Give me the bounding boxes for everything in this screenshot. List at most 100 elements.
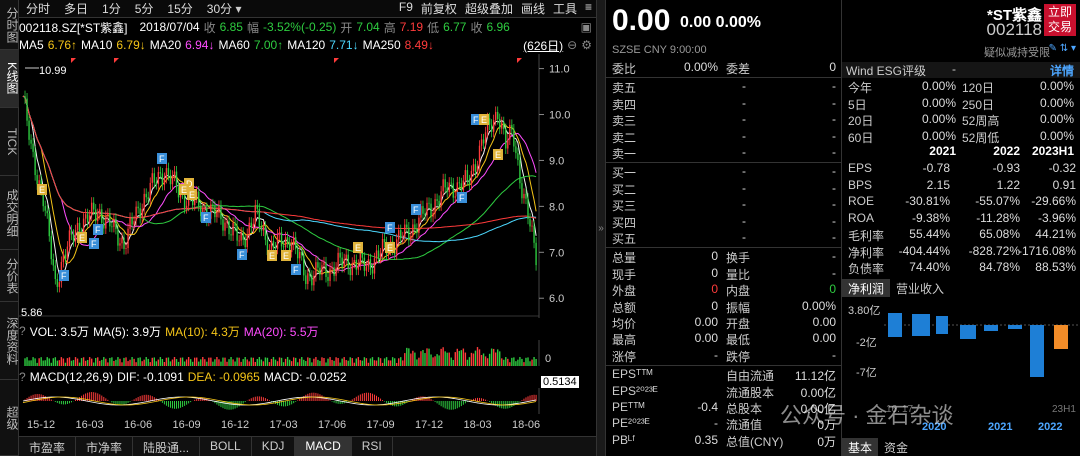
volume-bar [327,358,329,366]
volume-chart[interactable]: 0 [19,340,596,366]
event-marker[interactable] [493,149,503,160]
candle-body [478,145,481,167]
period-5min[interactable]: 5分 [134,2,154,16]
stat-row: 涨停 - 跌停 - [612,347,836,364]
event-marker[interactable] [201,212,211,223]
candle-body [351,262,353,276]
event-marker[interactable] [267,250,277,261]
tab-pe[interactable]: 市盈率 [19,437,77,456]
tab-connect[interactable]: 陆股通... [133,437,201,456]
event-marker[interactable] [187,189,197,200]
candle-body [535,242,537,266]
bid-row[interactable]: 买一 - - [612,164,836,181]
bid-row[interactable]: 买三 - - [612,197,836,214]
collapse-handle[interactable]: » [596,0,606,456]
event-marker[interactable] [291,264,301,275]
ma250-value: 8.49↓ [404,38,434,52]
tab-boll[interactable]: BOLL [200,437,252,456]
event-marker[interactable] [59,270,69,281]
ask-row[interactable]: 卖二 - - [612,128,836,145]
candlestick-chart[interactable]: 11.010.09.08.07.06.0 10.99 5.86 EFEFFFDE… [19,54,596,318]
ask-row[interactable]: 卖四 - - [612,95,836,112]
tab-intraday[interactable]: 分时图 [0,0,19,50]
candle-body [30,139,32,144]
volume-bar [400,357,402,366]
macd-chart[interactable] [19,388,596,414]
settings-icon[interactable]: ⚙ [581,38,592,52]
volume-bar [484,356,487,366]
tab-capital[interactable]: 资金 [884,441,909,455]
event-marker[interactable] [237,249,247,260]
tab-super[interactable]: 超级 [0,380,19,456]
tab-trade-detail[interactable]: 成交明细 [0,176,19,250]
candle-body [264,226,267,240]
tab-depth-data[interactable]: 深度资料 [0,302,19,380]
candle-body [56,278,59,287]
event-marker[interactable] [93,224,103,235]
draw-button[interactable]: 画线 [520,2,545,16]
volume-bar [153,357,155,366]
adjust-button[interactable]: 前复权 [420,2,457,16]
candle-body [476,166,479,172]
event-marker[interactable] [37,184,47,195]
minus-icon[interactable]: ⊖ [567,38,578,52]
macd-help-icon[interactable]: ? [19,370,26,384]
candle-body [66,246,69,259]
toggle-icon[interactable]: ▣ [580,20,592,34]
event-marker[interactable] [471,114,481,125]
tab-net-profit[interactable]: 净利润 [842,279,891,297]
tab-kline[interactable]: K线图 [0,50,19,108]
volume-bar [462,348,465,366]
tab-price-table[interactable]: 分价表 [0,250,19,302]
min-price-label: 5.86 [21,307,42,318]
volume-bar [93,362,95,366]
menu-icon[interactable]: ≡ [584,0,592,14]
vol-help-icon[interactable]: ? [19,324,26,338]
tab-kdj[interactable]: KDJ [252,437,296,456]
event-marker[interactable] [77,232,87,243]
candle-body [454,196,456,198]
candle-body [62,254,65,262]
tab-pb[interactable]: 市净率 [76,437,134,456]
ask-row[interactable]: 卖三 - - [612,112,836,129]
volume-bar [309,357,311,366]
bid-row[interactable]: 买四 - - [612,213,836,230]
event-marker[interactable] [184,178,194,189]
event-marker[interactable] [157,153,167,164]
tab-basic[interactable]: 基本 [842,438,879,456]
date-tick: 16-03 [76,419,104,431]
tools-button[interactable]: 工具 [552,2,577,16]
panel-icons[interactable]: ✎ ⇅ ▾ [1048,43,1076,54]
period-1min[interactable]: 1分 [102,2,121,16]
tab-revenue[interactable]: 营业收入 [896,282,945,296]
event-marker[interactable] [411,204,421,215]
bid-row[interactable]: 买二 - - [612,180,836,197]
detail-link[interactable]: 详情 [1049,64,1074,78]
event-marker[interactable] [479,114,489,125]
period-15min[interactable]: 15分 [167,2,193,16]
candle-body [64,254,67,259]
f9-button[interactable]: F9 [398,0,413,14]
event-marker[interactable] [353,242,363,253]
event-marker[interactable] [281,250,291,261]
event-marker[interactable] [385,242,395,253]
period-30min[interactable]: 30分 ▾ [206,2,242,16]
event-marker[interactable] [179,184,189,195]
bid-row[interactable]: 买五 - - [612,230,836,246]
event-marker[interactable] [385,222,395,233]
period-intraday[interactable]: 分时 [26,2,51,16]
candle-body [331,267,333,269]
volume-bar [230,357,232,366]
tab-tick[interactable]: TICK [0,108,19,176]
tab-macd[interactable]: MACD [295,437,352,456]
ask-row[interactable]: 卖一 - - [612,145,836,161]
event-marker[interactable] [457,192,467,203]
tab-rsi[interactable]: RSI [352,437,393,456]
overlay-button[interactable]: 超级叠加 [464,2,513,16]
volume-bar [82,357,85,366]
candle-body [482,139,485,144]
event-marker[interactable] [89,238,99,249]
trade-now-button[interactable]: 立即 交易 [1044,4,1076,36]
ask-row[interactable]: 卖五 - - [612,79,836,96]
period-multiday[interactable]: 多日 [64,2,89,16]
